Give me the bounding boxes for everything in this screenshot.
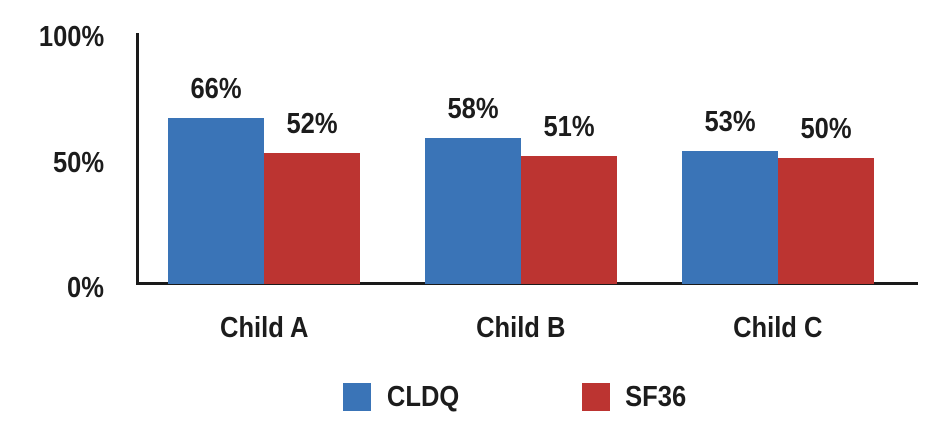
- bar-cldq-child-b: 58%: [425, 94, 521, 284]
- bar-rect: [168, 118, 264, 284]
- bar-sf36-child-a: 52%: [264, 109, 360, 284]
- bar-value-text: 51%: [543, 111, 595, 143]
- y-tick-label-50: 50%: [0, 148, 104, 178]
- legend-swatch-sf36: [582, 383, 611, 411]
- bar-value-text: 50%: [800, 113, 852, 145]
- bar-value-label: 66%: [187, 74, 245, 104]
- bar-cldq-child-a: 66%: [168, 74, 264, 284]
- bar-cldq-child-c: 53%: [682, 107, 778, 284]
- bar-rect: [521, 156, 617, 284]
- legend-text: CLDQ: [387, 381, 460, 413]
- category-label-child-b: Child B: [425, 313, 617, 343]
- legend-label-cldq: CLDQ: [382, 382, 464, 412]
- bar-value-text: 66%: [190, 73, 242, 105]
- category-label-child-a: Child A: [168, 313, 360, 343]
- bar-group-child-c: 53% 50%: [682, 107, 874, 284]
- y-tick-text: 100%: [38, 21, 104, 53]
- legend-item-sf36: SF36: [582, 382, 690, 412]
- bar-value-text: 53%: [704, 106, 756, 138]
- legend-label-sf36: SF36: [621, 382, 690, 412]
- y-tick-label-100: 100%: [0, 22, 104, 52]
- legend-text: SF36: [625, 381, 687, 413]
- bar-group-child-a: 66% 52%: [168, 74, 360, 284]
- y-axis-line: [136, 33, 139, 285]
- y-tick-label-0: 0%: [0, 273, 104, 303]
- bar-sf36-child-b: 51%: [521, 112, 617, 284]
- y-tick-text: 0%: [67, 272, 104, 304]
- bar-rect: [778, 158, 874, 284]
- bar-sf36-child-c: 50%: [778, 114, 874, 284]
- bar-value-label: 51%: [540, 112, 598, 142]
- bar-value-label: 50%: [797, 114, 855, 144]
- bar-value-text: 52%: [286, 108, 338, 140]
- bar-rect: [682, 151, 778, 284]
- y-tick-text: 50%: [52, 146, 104, 179]
- bar-value-label: 53%: [701, 107, 759, 137]
- x-axis-category-labels: Child A Child B Child C: [138, 313, 918, 343]
- category-label-child-c: Child C: [682, 313, 874, 343]
- category-text: Child A: [219, 312, 309, 344]
- plot-area: 66% 52% 58% 51% 53% 50%: [138, 33, 918, 284]
- bar-value-label: 58%: [444, 94, 502, 124]
- bar-value-label: 52%: [283, 109, 341, 139]
- bar-group-child-b: 58% 51%: [425, 94, 617, 284]
- chart-legend: CLDQ SF36: [127, 382, 907, 412]
- bar-rect: [264, 153, 360, 284]
- bar-value-text: 58%: [447, 93, 499, 125]
- legend-item-cldq: CLDQ: [343, 382, 464, 412]
- legend-swatch-cldq: [343, 383, 372, 411]
- category-text: Child B: [476, 312, 566, 344]
- bar-rect: [425, 138, 521, 284]
- category-text: Child C: [733, 312, 823, 344]
